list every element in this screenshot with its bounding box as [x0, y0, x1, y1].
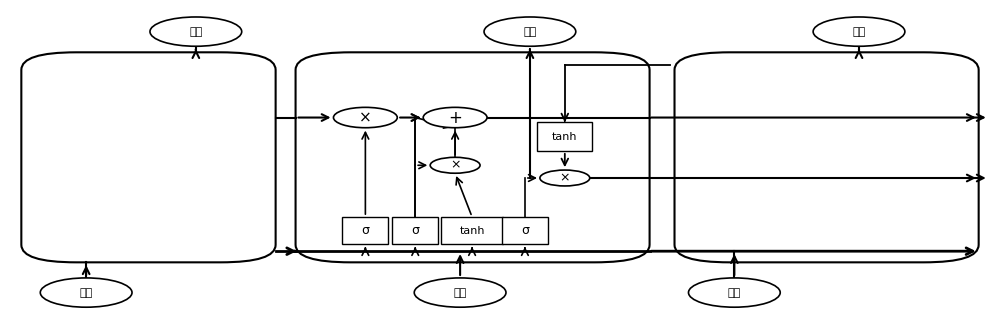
Ellipse shape [813, 17, 905, 46]
Text: ×: × [450, 159, 460, 172]
FancyBboxPatch shape [342, 217, 388, 244]
Text: 输入: 输入 [453, 288, 467, 298]
Circle shape [423, 107, 487, 128]
Text: ×: × [560, 171, 570, 185]
Ellipse shape [484, 17, 576, 46]
Text: 输入: 输入 [728, 288, 741, 298]
Circle shape [540, 170, 590, 186]
Text: σ: σ [411, 224, 419, 237]
Text: tanh: tanh [552, 132, 578, 142]
FancyBboxPatch shape [675, 52, 979, 262]
Text: +: + [448, 108, 462, 126]
Text: σ: σ [521, 224, 529, 237]
FancyBboxPatch shape [441, 217, 503, 244]
Text: 输出: 输出 [852, 27, 866, 37]
Text: tanh: tanh [459, 226, 485, 236]
Text: 输入: 输入 [80, 288, 93, 298]
Ellipse shape [150, 17, 242, 46]
Text: ×: × [359, 110, 372, 125]
Circle shape [430, 157, 480, 173]
FancyBboxPatch shape [502, 217, 548, 244]
FancyBboxPatch shape [296, 52, 650, 262]
Text: 输出: 输出 [189, 27, 202, 37]
Text: 输出: 输出 [523, 27, 537, 37]
Circle shape [333, 107, 397, 128]
FancyBboxPatch shape [537, 122, 592, 151]
Ellipse shape [688, 278, 780, 307]
FancyBboxPatch shape [21, 52, 276, 262]
Ellipse shape [414, 278, 506, 307]
Ellipse shape [40, 278, 132, 307]
Text: σ: σ [361, 224, 369, 237]
FancyBboxPatch shape [392, 217, 438, 244]
